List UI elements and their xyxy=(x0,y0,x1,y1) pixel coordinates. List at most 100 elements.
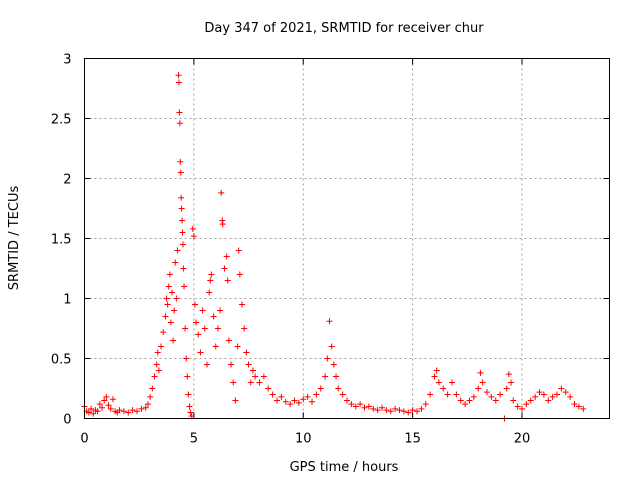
data-point xyxy=(85,409,92,416)
x-tick-label: 10 xyxy=(295,432,312,447)
data-point xyxy=(184,373,191,380)
data-point xyxy=(142,404,149,411)
data-point xyxy=(470,393,477,400)
data-point xyxy=(508,379,515,386)
data-point xyxy=(217,307,224,314)
data-point xyxy=(409,407,416,414)
data-point xyxy=(519,405,525,412)
data-point xyxy=(370,405,377,412)
data-point xyxy=(129,407,136,414)
data-point xyxy=(96,401,103,408)
data-point xyxy=(431,373,438,380)
data-point xyxy=(224,277,231,284)
y-tick-label: 3 xyxy=(63,53,71,68)
data-point xyxy=(532,393,539,400)
data-point xyxy=(210,313,217,320)
data-point xyxy=(510,397,517,404)
x-tick-label: 5 xyxy=(190,432,198,447)
x-tick-label: 15 xyxy=(404,432,421,447)
data-point xyxy=(171,307,178,314)
data-point xyxy=(304,393,311,400)
data-point xyxy=(162,313,169,320)
data-point xyxy=(177,169,184,176)
data-point xyxy=(201,325,208,332)
data-point xyxy=(138,405,145,412)
data-point xyxy=(291,397,298,404)
data-point xyxy=(313,391,320,398)
data-point xyxy=(422,401,429,408)
data-point xyxy=(492,397,499,404)
data-point xyxy=(580,405,587,412)
data-point xyxy=(328,343,335,350)
data-point xyxy=(228,361,235,368)
data-point xyxy=(207,277,214,284)
data-point xyxy=(361,404,368,411)
data-point xyxy=(466,397,473,404)
data-point xyxy=(147,393,154,400)
data-point xyxy=(214,325,221,332)
data-point xyxy=(155,367,162,374)
data-point xyxy=(166,271,173,278)
data-point xyxy=(109,396,116,403)
data-point xyxy=(235,247,242,254)
data-point xyxy=(170,337,177,344)
data-point xyxy=(545,397,552,404)
data-point xyxy=(134,408,140,415)
data-point xyxy=(195,331,202,338)
data-point xyxy=(197,349,204,356)
data-point xyxy=(536,389,543,396)
data-point xyxy=(241,325,248,332)
data-point xyxy=(178,194,185,201)
data-point xyxy=(274,397,280,404)
tick-labels: 0 5 10 15 20 0 0.5 1 1.5 2 2.5 3 xyxy=(51,53,530,447)
data-point xyxy=(344,397,350,404)
data-point xyxy=(269,391,276,398)
data-point xyxy=(175,72,182,79)
data-point xyxy=(282,398,289,405)
data-point xyxy=(180,265,187,272)
data-point xyxy=(185,391,192,398)
data-point xyxy=(190,233,197,240)
data-point xyxy=(218,189,225,196)
data-point xyxy=(181,283,188,290)
data-point xyxy=(326,318,333,325)
data-point xyxy=(158,343,165,350)
x-axis-title: GPS time / hours xyxy=(290,460,399,475)
data-point xyxy=(335,385,342,392)
data-point xyxy=(154,349,161,356)
data-point xyxy=(249,367,256,374)
data-point xyxy=(405,409,412,416)
data-point xyxy=(177,158,184,165)
data-point xyxy=(488,393,495,400)
data-point xyxy=(245,361,252,368)
data-point xyxy=(567,393,574,400)
data-point xyxy=(103,393,110,400)
data-point xyxy=(173,295,180,302)
data-point xyxy=(230,379,237,386)
data-point xyxy=(88,405,95,412)
data-point xyxy=(223,253,230,260)
data-point xyxy=(365,403,372,410)
data-point xyxy=(232,397,239,404)
data-point xyxy=(169,289,175,296)
data-point xyxy=(571,401,578,408)
data-point xyxy=(503,385,510,392)
data-point xyxy=(287,401,294,408)
data-point xyxy=(352,403,359,410)
data-point xyxy=(179,217,186,224)
data-point xyxy=(484,389,490,396)
data-point xyxy=(477,369,484,376)
data-point xyxy=(221,265,228,272)
x-tick-label: 20 xyxy=(514,432,531,447)
data-point xyxy=(444,391,451,398)
data-point xyxy=(116,407,123,414)
data-point xyxy=(418,405,425,412)
data-point xyxy=(247,379,254,386)
data-point xyxy=(278,393,285,400)
data-point xyxy=(193,319,200,326)
data-point xyxy=(206,289,213,296)
data-point xyxy=(189,225,196,232)
data-point xyxy=(324,355,331,362)
data-point xyxy=(330,361,337,368)
